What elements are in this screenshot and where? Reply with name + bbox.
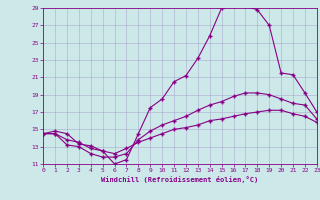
X-axis label: Windchill (Refroidissement éolien,°C): Windchill (Refroidissement éolien,°C)	[101, 176, 259, 183]
